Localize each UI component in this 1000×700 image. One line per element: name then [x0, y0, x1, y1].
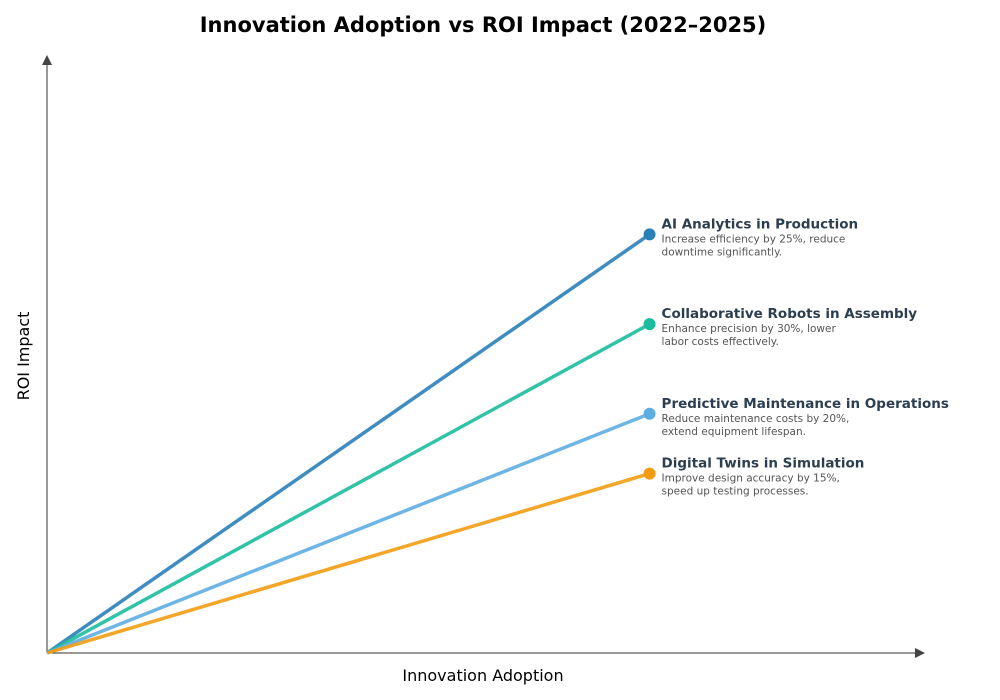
series-description: downtime significantly.: [662, 246, 783, 258]
series-endpoint: [643, 318, 656, 331]
series-2: Predictive Maintenance in OperationsRedu…: [46, 396, 949, 655]
series-line: [46, 232, 651, 655]
series-line: [46, 322, 651, 655]
series-description: Improve design accuracy by 15%,: [662, 473, 840, 485]
series-endpoint: [643, 467, 656, 480]
series-description: Increase efficiency by 25%, reduce: [662, 233, 846, 245]
series-description: labor costs effectively.: [662, 336, 779, 348]
series-endpoint: [643, 228, 656, 241]
y-axis-label: ROI Impact: [14, 312, 33, 401]
chart-title: Innovation Adoption vs ROI Impact (2022–…: [200, 13, 767, 37]
x-axis-label: Innovation Adoption: [402, 666, 563, 685]
series-line: [46, 471, 651, 655]
series-description: Enhance precision by 30%, lower: [662, 323, 837, 335]
series-description: Reduce maintenance costs by 20%,: [662, 413, 850, 425]
y-axis-arrow: [42, 55, 52, 65]
series-label: AI Analytics in Production: [662, 216, 859, 232]
series-1: Collaborative Robots in AssemblyEnhance …: [46, 306, 918, 655]
series-line: [46, 412, 651, 655]
series-endpoint: [643, 407, 656, 420]
series-label: Collaborative Robots in Assembly: [662, 306, 918, 322]
series-description: extend equipment lifespan.: [662, 426, 806, 438]
series-label: Predictive Maintenance in Operations: [662, 396, 949, 412]
series-label: Digital Twins in Simulation: [662, 456, 865, 472]
x-axis-arrow: [915, 648, 925, 658]
series-description: speed up testing processes.: [662, 486, 809, 498]
